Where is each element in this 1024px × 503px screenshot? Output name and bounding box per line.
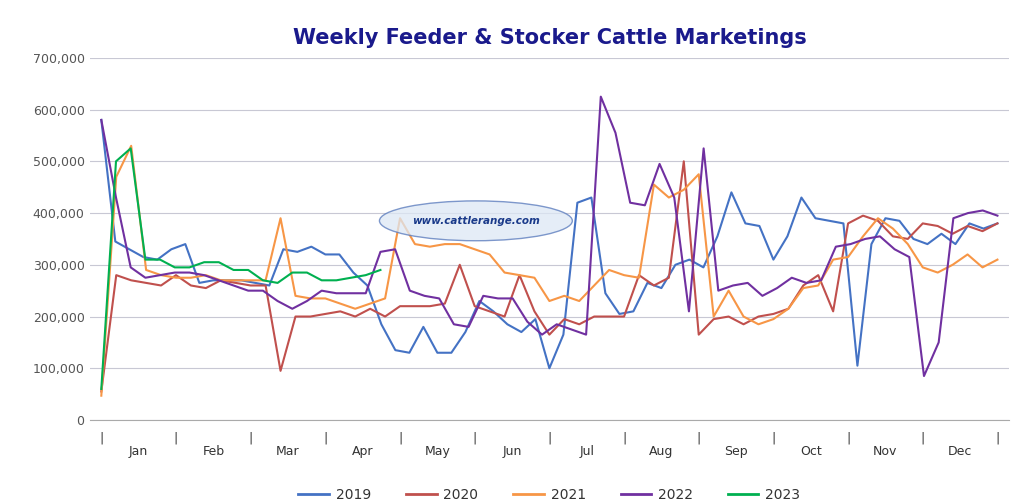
2022 — [536, 331, 548, 338]
2021 — [290, 293, 302, 299]
Text: |: | — [995, 431, 999, 444]
2022 — [330, 290, 342, 296]
Text: |: | — [249, 431, 253, 444]
2023 — [169, 265, 181, 271]
2021 — [424, 243, 436, 249]
Text: |: | — [696, 431, 700, 444]
Text: |: | — [174, 431, 178, 444]
Text: Dec: Dec — [948, 445, 972, 458]
2022 — [595, 94, 607, 100]
Text: Sep: Sep — [724, 445, 748, 458]
Text: Feb: Feb — [203, 445, 224, 458]
2021 — [588, 283, 600, 289]
2021 — [991, 257, 1004, 263]
2022 — [991, 213, 1004, 219]
Text: Aug: Aug — [649, 445, 674, 458]
Line: 2021: 2021 — [101, 146, 997, 396]
2019 — [991, 220, 1004, 226]
2019 — [571, 200, 584, 206]
2020 — [678, 158, 690, 164]
2021 — [125, 143, 137, 149]
Text: Apr: Apr — [352, 445, 374, 458]
Text: Nov: Nov — [873, 445, 898, 458]
2020 — [274, 368, 287, 374]
Line: 2020: 2020 — [101, 161, 997, 391]
2021 — [887, 225, 899, 231]
2021 — [648, 182, 660, 188]
2022 — [95, 117, 108, 123]
2020 — [304, 313, 316, 319]
Text: Mar: Mar — [276, 445, 300, 458]
Text: |: | — [99, 431, 103, 444]
Line: 2019: 2019 — [101, 120, 997, 368]
Ellipse shape — [380, 201, 572, 241]
2020 — [887, 233, 899, 239]
2019 — [880, 215, 892, 221]
2021 — [319, 295, 332, 301]
Text: |: | — [324, 431, 328, 444]
2021 — [95, 393, 108, 399]
2022 — [169, 270, 181, 276]
2019 — [305, 243, 317, 249]
2020 — [95, 388, 108, 394]
Line: 2022: 2022 — [101, 97, 997, 376]
2023 — [330, 277, 342, 283]
2019 — [543, 365, 555, 371]
Text: |: | — [398, 431, 402, 444]
Text: |: | — [846, 431, 850, 444]
Legend: 2019, 2020, 2021, 2022, 2023: 2019, 2020, 2021, 2022, 2023 — [293, 482, 806, 503]
2020 — [409, 303, 421, 309]
Line: 2023: 2023 — [101, 148, 381, 389]
2022 — [271, 298, 284, 304]
2019 — [473, 298, 485, 304]
Text: Jul: Jul — [580, 445, 594, 458]
2019 — [964, 220, 976, 226]
Text: www.cattlerange.com: www.cattlerange.com — [412, 216, 540, 226]
Text: Jan: Jan — [129, 445, 148, 458]
Title: Weekly Feeder & Stocker Cattle Marketings: Weekly Feeder & Stocker Cattle Marketing… — [293, 28, 806, 48]
Text: May: May — [424, 445, 451, 458]
Text: |: | — [921, 431, 925, 444]
Text: Jun: Jun — [503, 445, 521, 458]
2022 — [653, 161, 666, 167]
2020 — [991, 220, 1004, 226]
Text: |: | — [771, 431, 775, 444]
2020 — [573, 321, 586, 327]
Text: |: | — [622, 431, 627, 444]
2020 — [633, 272, 645, 278]
2019 — [361, 283, 374, 289]
2022 — [889, 246, 901, 253]
Text: Oct: Oct — [800, 445, 821, 458]
2023 — [271, 280, 284, 286]
Text: |: | — [547, 431, 552, 444]
2023 — [95, 386, 108, 392]
Text: |: | — [472, 431, 477, 444]
2019 — [95, 117, 108, 123]
2022 — [918, 373, 930, 379]
